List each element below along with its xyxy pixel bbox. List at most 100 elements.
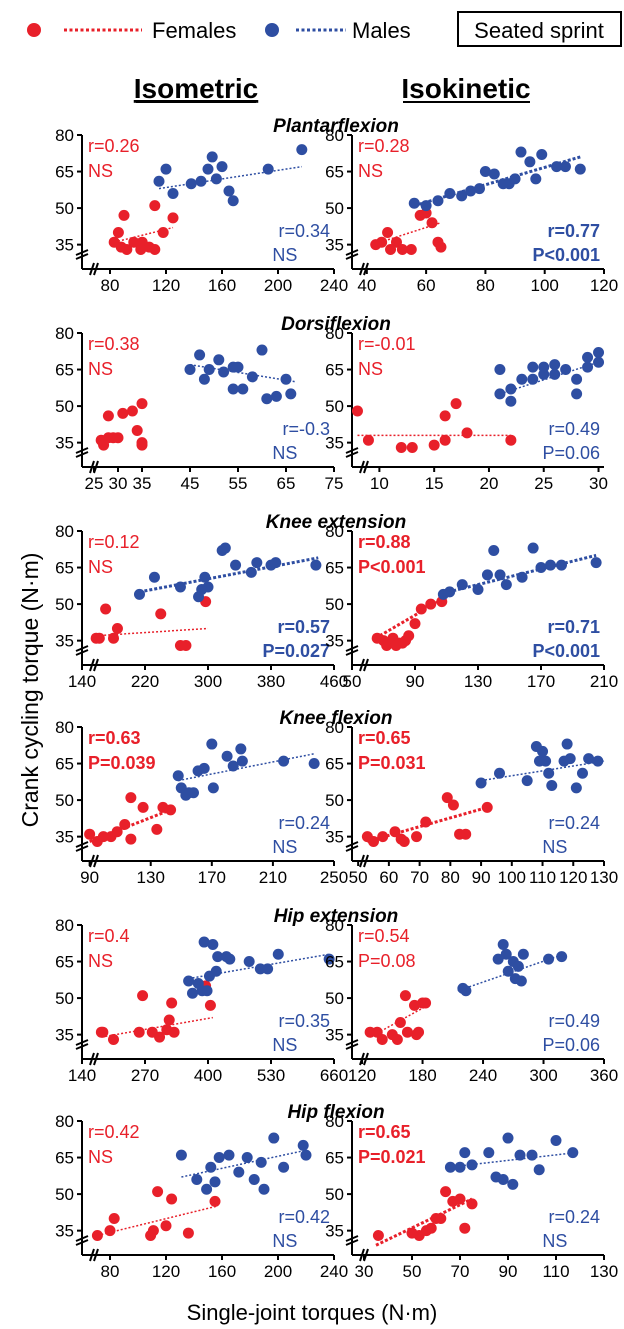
x-tick-label: 220 (131, 672, 159, 691)
legend-female-label: Females (152, 18, 236, 43)
male-point (570, 782, 582, 794)
male-point (221, 750, 233, 762)
x-tick-label: 40 (357, 276, 376, 295)
female-p-label: NS (88, 161, 113, 181)
male-point (296, 144, 308, 156)
male-point (472, 583, 484, 595)
female-point (466, 1198, 478, 1210)
male-point (505, 395, 517, 407)
female-point (405, 244, 417, 256)
y-axis-break (75, 841, 89, 852)
y-tick-label: 35 (55, 236, 74, 255)
male-point (160, 163, 172, 175)
female-point (411, 831, 423, 843)
female-p-label: NS (358, 359, 383, 379)
female-point (131, 424, 143, 436)
female-p-label: NS (88, 557, 113, 577)
female-point (93, 632, 105, 644)
x-tick-label: 380 (257, 672, 285, 691)
male-point (593, 346, 605, 358)
male-p-label: P=0.06 (542, 443, 600, 463)
male-point (538, 361, 550, 373)
female-point (117, 407, 129, 419)
male-point (502, 965, 514, 977)
female-point (111, 622, 123, 634)
male-point (582, 361, 594, 373)
female-r-label: r=0.65 (358, 728, 411, 748)
male-point (540, 755, 552, 767)
x-tick-label: 30 (109, 474, 128, 493)
male-point (576, 767, 588, 779)
male-point (205, 1161, 217, 1173)
x-tick-label: 25 (534, 474, 553, 493)
y-axis-break (75, 645, 89, 656)
male-point (527, 361, 539, 373)
x-tick-label: 30 (589, 474, 608, 493)
x-tick-label: 120 (590, 276, 618, 295)
panel-title: Knee extension (266, 512, 406, 533)
x-tick-label: 200 (264, 1262, 292, 1281)
male-point (246, 371, 258, 383)
female-r-label: r=0.65 (358, 1122, 411, 1142)
female-point (390, 236, 402, 248)
x-tick-label: 160 (208, 276, 236, 295)
male-point (516, 373, 528, 385)
x-tick-label: 15 (425, 474, 444, 493)
male-point (514, 1149, 526, 1161)
male-trend-line (178, 753, 315, 782)
male-point (444, 586, 456, 598)
male-r-label: r=0.24 (548, 813, 600, 833)
female-point (439, 410, 451, 422)
male-point (481, 569, 493, 581)
female-r-label: r=0.12 (88, 532, 140, 552)
female-r-label: r=0.42 (88, 1122, 140, 1142)
y-axis-break (345, 645, 359, 656)
y-tick-label: 65 (325, 361, 344, 380)
x-tick-label: 80 (101, 276, 120, 295)
female-r-label: r=-0.01 (358, 334, 416, 354)
y-tick-label: 50 (55, 595, 74, 614)
male-point (230, 559, 242, 571)
x-axis-break (89, 1052, 99, 1066)
male-point (245, 566, 257, 578)
x-tick-label: 90 (406, 672, 425, 691)
male-point (571, 373, 583, 385)
female-point (135, 244, 147, 256)
female-point (166, 997, 178, 1009)
male-point (213, 354, 225, 366)
male-point (297, 1139, 309, 1151)
y-tick-label: 35 (325, 1026, 344, 1045)
x-tick-label: 110 (529, 868, 556, 887)
x-tick-label: 50 (349, 868, 368, 887)
male-point (236, 755, 248, 767)
x-tick-label: 300 (529, 1066, 557, 1085)
y-tick-label: 65 (55, 953, 74, 972)
female-point (149, 200, 161, 212)
male-point (203, 364, 215, 376)
male-point (521, 775, 533, 787)
x-tick-label: 35 (133, 474, 152, 493)
female-point (118, 209, 130, 221)
y-tick-label: 80 (55, 522, 74, 541)
male-point (516, 571, 528, 583)
y-tick-label: 65 (55, 559, 74, 578)
y-tick-label: 35 (325, 632, 344, 651)
panel-title: Plantarflexion (273, 116, 399, 137)
male-point (466, 1159, 478, 1171)
panel-dorsiflexion-isometric: Dorsiflexion 35 50 65 80 25 30 35 45 55 65 75 r=0.38… (55, 314, 391, 493)
male-point (420, 200, 432, 212)
male-point (237, 383, 249, 395)
male-r-label: r=0.24 (548, 1207, 600, 1227)
female-point (97, 1026, 109, 1038)
female-point (160, 1220, 172, 1232)
male-point (583, 753, 595, 765)
male-point (248, 1173, 260, 1185)
male-r-label: r=0.24 (278, 813, 330, 833)
x-axis-break (359, 460, 369, 474)
male-point (560, 364, 572, 376)
male-point (227, 383, 239, 395)
male-point (550, 1134, 562, 1146)
y-tick-label: 35 (325, 1222, 344, 1241)
female-point (401, 1026, 413, 1038)
condition-box (457, 11, 622, 47)
